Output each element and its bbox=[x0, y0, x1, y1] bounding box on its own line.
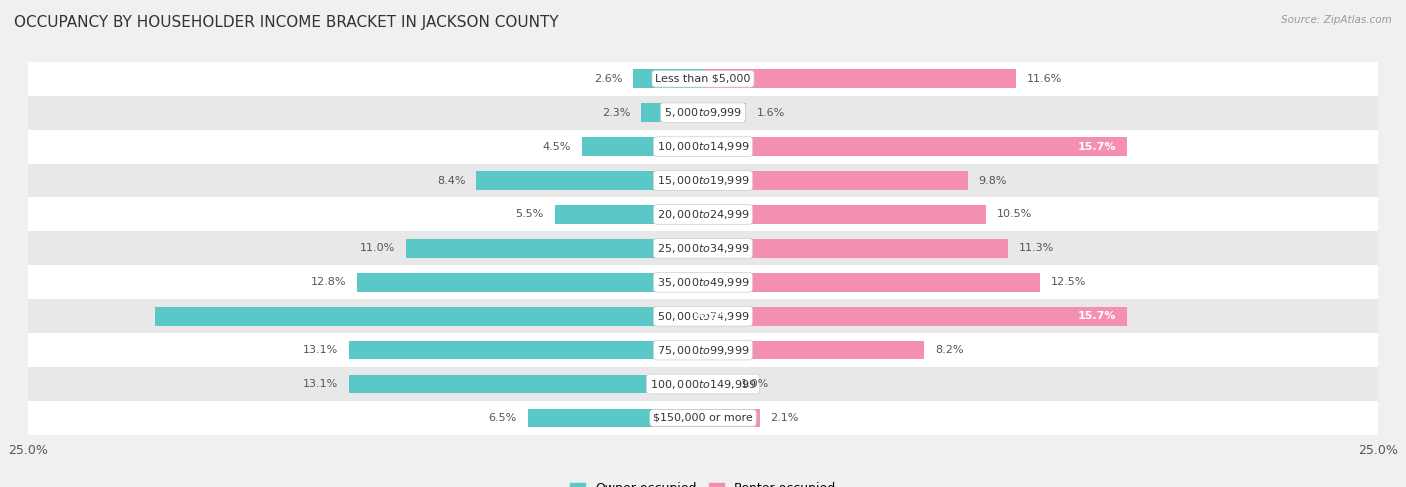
Bar bbox=[28, 198, 1378, 231]
Bar bbox=[28, 96, 1378, 130]
Text: 13.1%: 13.1% bbox=[304, 345, 339, 355]
Bar bbox=[357, 273, 703, 292]
Legend: Owner-occupied, Renter-occupied: Owner-occupied, Renter-occupied bbox=[565, 477, 841, 487]
Bar bbox=[703, 375, 730, 393]
Text: $75,000 to $99,999: $75,000 to $99,999 bbox=[657, 344, 749, 356]
Text: 8.4%: 8.4% bbox=[437, 175, 465, 186]
Bar bbox=[703, 409, 759, 427]
Bar bbox=[155, 307, 703, 325]
Text: 8.2%: 8.2% bbox=[935, 345, 963, 355]
Bar bbox=[703, 171, 967, 190]
Text: $100,000 to $149,999: $100,000 to $149,999 bbox=[650, 377, 756, 391]
Text: 9.8%: 9.8% bbox=[979, 175, 1007, 186]
Text: 2.6%: 2.6% bbox=[593, 74, 621, 84]
Bar bbox=[703, 273, 1040, 292]
Text: 1.0%: 1.0% bbox=[741, 379, 769, 389]
Bar bbox=[28, 401, 1378, 435]
Text: Source: ZipAtlas.com: Source: ZipAtlas.com bbox=[1281, 15, 1392, 25]
Bar bbox=[554, 205, 703, 224]
Text: 15.7%: 15.7% bbox=[1077, 142, 1116, 151]
Bar bbox=[703, 205, 987, 224]
Bar bbox=[703, 341, 924, 359]
Bar bbox=[703, 137, 1126, 156]
Text: 15.7%: 15.7% bbox=[1077, 311, 1116, 321]
Text: 11.3%: 11.3% bbox=[1019, 244, 1054, 253]
Text: OCCUPANCY BY HOUSEHOLDER INCOME BRACKET IN JACKSON COUNTY: OCCUPANCY BY HOUSEHOLDER INCOME BRACKET … bbox=[14, 15, 558, 30]
Text: $5,000 to $9,999: $5,000 to $9,999 bbox=[664, 106, 742, 119]
Bar bbox=[28, 164, 1378, 198]
Text: $25,000 to $34,999: $25,000 to $34,999 bbox=[657, 242, 749, 255]
Text: 6.5%: 6.5% bbox=[488, 413, 517, 423]
Text: 5.5%: 5.5% bbox=[516, 209, 544, 220]
Bar bbox=[703, 70, 1017, 88]
Text: 20.3%: 20.3% bbox=[692, 311, 731, 321]
Text: $20,000 to $24,999: $20,000 to $24,999 bbox=[657, 208, 749, 221]
Bar bbox=[703, 239, 1008, 258]
Bar bbox=[28, 130, 1378, 164]
Bar bbox=[477, 171, 703, 190]
Text: $35,000 to $49,999: $35,000 to $49,999 bbox=[657, 276, 749, 289]
Text: 2.1%: 2.1% bbox=[770, 413, 799, 423]
Text: 13.1%: 13.1% bbox=[304, 379, 339, 389]
Bar bbox=[28, 231, 1378, 265]
Text: $50,000 to $74,999: $50,000 to $74,999 bbox=[657, 310, 749, 323]
Text: 4.5%: 4.5% bbox=[543, 142, 571, 151]
Bar bbox=[633, 70, 703, 88]
Text: 11.0%: 11.0% bbox=[360, 244, 395, 253]
Text: $10,000 to $14,999: $10,000 to $14,999 bbox=[657, 140, 749, 153]
Bar bbox=[703, 103, 747, 122]
Bar bbox=[349, 375, 703, 393]
Text: $15,000 to $19,999: $15,000 to $19,999 bbox=[657, 174, 749, 187]
Bar bbox=[28, 367, 1378, 401]
Bar bbox=[582, 137, 703, 156]
Text: 2.3%: 2.3% bbox=[602, 108, 630, 118]
Bar bbox=[28, 333, 1378, 367]
Text: 10.5%: 10.5% bbox=[997, 209, 1032, 220]
Bar bbox=[641, 103, 703, 122]
Text: 11.6%: 11.6% bbox=[1026, 74, 1062, 84]
Text: 1.6%: 1.6% bbox=[756, 108, 785, 118]
Bar bbox=[703, 307, 1126, 325]
Text: 12.8%: 12.8% bbox=[311, 277, 347, 287]
Text: $150,000 or more: $150,000 or more bbox=[654, 413, 752, 423]
Text: Less than $5,000: Less than $5,000 bbox=[655, 74, 751, 84]
Bar bbox=[28, 299, 1378, 333]
Bar bbox=[28, 62, 1378, 96]
Bar bbox=[28, 265, 1378, 299]
Bar bbox=[349, 341, 703, 359]
Bar bbox=[527, 409, 703, 427]
Text: 12.5%: 12.5% bbox=[1052, 277, 1087, 287]
Bar bbox=[406, 239, 703, 258]
